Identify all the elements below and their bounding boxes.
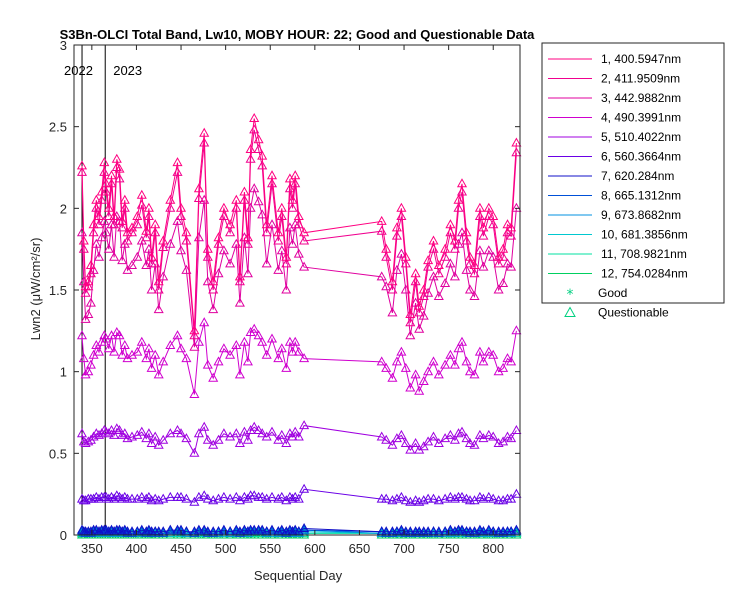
legend-entry-label: 10, 681.3856nm xyxy=(601,228,688,242)
legend-entry-label: 1, 400.5947nm xyxy=(601,52,681,66)
y-tick-label: 2 xyxy=(60,201,67,216)
legend-entry-label: 9, 673.8682nm xyxy=(601,208,681,222)
legend: 1, 400.5947nm 2, 411.9509nm 3, 442.9882nm 4… xyxy=(542,43,724,320)
x-tick-label: 450 xyxy=(170,541,192,556)
legend-entry-label: 11, 708.9821nm xyxy=(601,247,687,261)
x-tick-label: 600 xyxy=(304,541,326,556)
x-tick-label: 700 xyxy=(393,541,415,556)
y-tick-label: 2.5 xyxy=(49,120,67,135)
y-axis-label: Lwn2 (μW/cm²/sr) xyxy=(28,238,43,341)
legend-entry-label: 7, 620.284nm xyxy=(601,169,674,183)
year-marker-label: 2022 xyxy=(64,63,93,78)
legend-entry-label: 6, 560.3664nm xyxy=(601,150,681,164)
x-tick-label: 550 xyxy=(259,541,281,556)
plot-background xyxy=(74,45,520,535)
x-tick-label: 400 xyxy=(126,541,148,556)
x-axis-label: Sequential Day xyxy=(254,568,343,583)
legend-entry-label: 5, 510.4022nm xyxy=(601,130,681,144)
plot-area xyxy=(74,45,520,535)
legend-entry-label: 4, 490.3991nm xyxy=(601,111,681,125)
legend-marker-label: Good xyxy=(598,286,627,300)
x-tick-label: 350 xyxy=(81,541,103,556)
legend-entry-label: 12, 754.0284nm xyxy=(601,267,688,281)
legend-entry-label: 3, 442.9882nm xyxy=(601,91,681,105)
x-tick-label: 750 xyxy=(438,541,460,556)
legend-good-marker: * xyxy=(567,287,574,303)
x-tick-label: 500 xyxy=(215,541,237,556)
y-tick-label: 1 xyxy=(60,365,67,380)
chart-title: S3Bn-OLCI Total Band, Lw10, MOBY HOUR: 2… xyxy=(60,27,536,42)
y-tick-label: 3 xyxy=(60,38,67,53)
y-tick-label: 0.5 xyxy=(49,446,67,461)
legend-entry-label: 8, 665.1312nm xyxy=(601,189,681,203)
legend-marker-label: Questionable xyxy=(598,306,669,320)
y-tick-label: 1.5 xyxy=(49,283,67,298)
legend-entry-label: 2, 411.9509nm xyxy=(601,72,680,86)
y-tick-label: 0 xyxy=(60,528,67,543)
x-tick-label: 650 xyxy=(349,541,371,556)
year-marker-label: 2023 xyxy=(113,63,142,78)
x-tick-label: 800 xyxy=(482,541,504,556)
chart-figure: S3Bn-OLCI Total Band, Lw10, MOBY HOUR: 2… xyxy=(0,0,750,600)
